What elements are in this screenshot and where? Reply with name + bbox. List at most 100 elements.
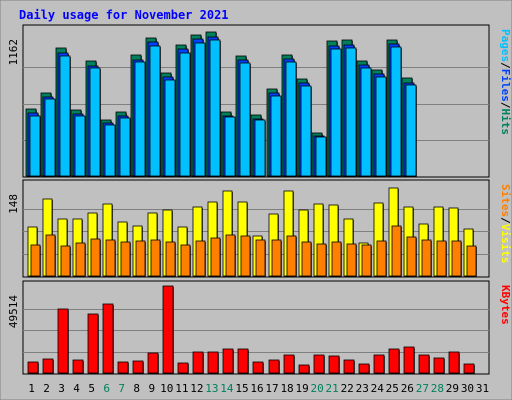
- bar-sites-day-26: [406, 236, 417, 277]
- legend-kbytes: KBytes: [499, 285, 512, 325]
- panel-legend: Sites/Visits: [499, 184, 512, 264]
- bar-pages-day-7: [119, 117, 131, 177]
- chart-title: Daily usage for November 2021: [19, 8, 229, 22]
- x-tick-label: 20: [311, 382, 324, 395]
- x-tick-label: 4: [73, 382, 80, 395]
- bar-pages-day-2: [44, 98, 56, 177]
- x-tick-label: 17: [265, 382, 278, 395]
- bar-sites-day-25: [391, 225, 402, 277]
- bar-pages-day-9: [149, 45, 161, 177]
- bar-kbytes-day-8: [132, 360, 144, 374]
- x-tick-label: 3: [58, 382, 65, 395]
- bar-sites-day-7: [120, 241, 131, 277]
- x-axis-labels: 1 2 3 4 5 6 7 8 9 10 11 12 13 14 15 16 17 18 19 20 21 22 23 24 2…: [28, 382, 489, 395]
- bar-pages-day-1: [29, 115, 41, 177]
- bar-kbytes-day-21: [328, 355, 340, 374]
- x-tick-label: 12: [190, 382, 203, 395]
- bar-sites-day-13: [210, 237, 221, 277]
- x-tick-label: 23: [356, 382, 369, 395]
- bar-pages-day-26: [405, 84, 417, 177]
- y-max-label: 1162: [7, 39, 20, 66]
- bar-sites-day-21: [331, 241, 342, 277]
- bar-sites-day-11: [180, 244, 191, 277]
- bar-sites-day-10: [165, 241, 176, 277]
- x-tick-label: 2: [43, 382, 50, 395]
- x-tick-label: 18: [280, 382, 293, 395]
- bar-kbytes-day-23: [358, 363, 370, 374]
- x-tick-label: 22: [341, 382, 354, 395]
- x-tick-label: 25: [386, 382, 399, 395]
- bar-kbytes-day-25: [388, 348, 400, 374]
- panel-3: 49514 KBytes: [7, 280, 512, 375]
- x-tick-label: 15: [235, 382, 248, 395]
- bar-pages-day-13: [209, 39, 221, 177]
- bar-kbytes-day-4: [72, 359, 84, 374]
- bar-kbytes-day-1: [27, 361, 39, 374]
- x-tick-label: 11: [175, 382, 188, 395]
- bar-kbytes-day-20: [313, 354, 325, 374]
- bar-kbytes-day-9: [147, 352, 159, 374]
- panel-2: 148 Sites/Visits: [7, 179, 512, 278]
- bar-pages-day-21: [330, 48, 342, 177]
- x-tick-label: 14: [220, 382, 234, 395]
- bar-kbytes-day-5: [87, 313, 99, 374]
- bar-kbytes-day-29: [448, 351, 460, 374]
- series-pages: [29, 39, 417, 177]
- x-tick-label: 13: [205, 382, 218, 395]
- bar-kbytes-day-22: [343, 359, 355, 374]
- y-max-label: 49514: [7, 295, 20, 328]
- bar-sites-day-16: [255, 239, 266, 277]
- bar-pages-day-22: [345, 47, 357, 177]
- bar-sites-day-30: [466, 245, 477, 277]
- bar-pages-day-4: [74, 115, 86, 177]
- bar-sites-day-29: [451, 240, 462, 277]
- bar-kbytes-day-10: [162, 285, 174, 374]
- x-tick-label: 21: [326, 382, 339, 395]
- bar-pages-day-14: [224, 116, 236, 177]
- bar-kbytes-day-2: [42, 358, 54, 374]
- panel-legend: Pages/Files/Hits: [499, 29, 512, 135]
- x-tick-label: 30: [461, 382, 474, 395]
- bar-sites-day-17: [271, 239, 282, 277]
- bar-sites-day-8: [135, 240, 146, 277]
- x-tick-label: 31: [476, 382, 489, 395]
- bar-kbytes-day-3: [57, 308, 69, 374]
- bar-kbytes-day-7: [117, 361, 129, 374]
- panel-legend: KBytes: [499, 285, 512, 325]
- bar-kbytes-day-14: [222, 348, 234, 374]
- panel-1: 1162 Pages/Files/Hits: [7, 24, 512, 178]
- bar-sites-day-5: [90, 238, 101, 277]
- bar-kbytes-day-13: [207, 351, 219, 374]
- legend-separator: /: [499, 217, 512, 224]
- bar-sites-day-9: [150, 239, 161, 277]
- bar-kbytes-day-30: [463, 363, 475, 374]
- bar-sites-day-20: [316, 243, 327, 277]
- legend-separator: /: [499, 62, 512, 69]
- x-tick-label: 24: [371, 382, 385, 395]
- bar-sites-day-3: [60, 245, 71, 277]
- x-tick-label: 7: [118, 382, 125, 395]
- x-tick-label: 29: [446, 382, 459, 395]
- bar-pages-day-25: [390, 46, 402, 177]
- bar-sites-day-22: [346, 243, 357, 277]
- x-tick-label: 28: [431, 382, 444, 395]
- bar-kbytes-day-12: [192, 351, 204, 374]
- bar-sites-day-24: [376, 240, 387, 277]
- series-kbytes: [27, 285, 475, 374]
- bar-sites-day-14: [225, 234, 236, 277]
- x-tick-label: 26: [401, 382, 414, 395]
- bar-pages-day-6: [104, 124, 116, 177]
- legend-pages: Pages: [499, 29, 512, 62]
- x-tick-label: 16: [250, 382, 263, 395]
- x-tick-label: 27: [416, 382, 429, 395]
- bar-pages-day-12: [194, 42, 206, 177]
- bar-kbytes-day-27: [418, 354, 430, 374]
- bar-sites-day-1: [30, 244, 41, 277]
- bar-sites-day-15: [240, 235, 251, 277]
- x-tick-label: 9: [148, 382, 155, 395]
- bar-kbytes-day-6: [102, 303, 114, 374]
- x-tick-label: 19: [295, 382, 308, 395]
- bar-pages-day-17: [270, 95, 282, 177]
